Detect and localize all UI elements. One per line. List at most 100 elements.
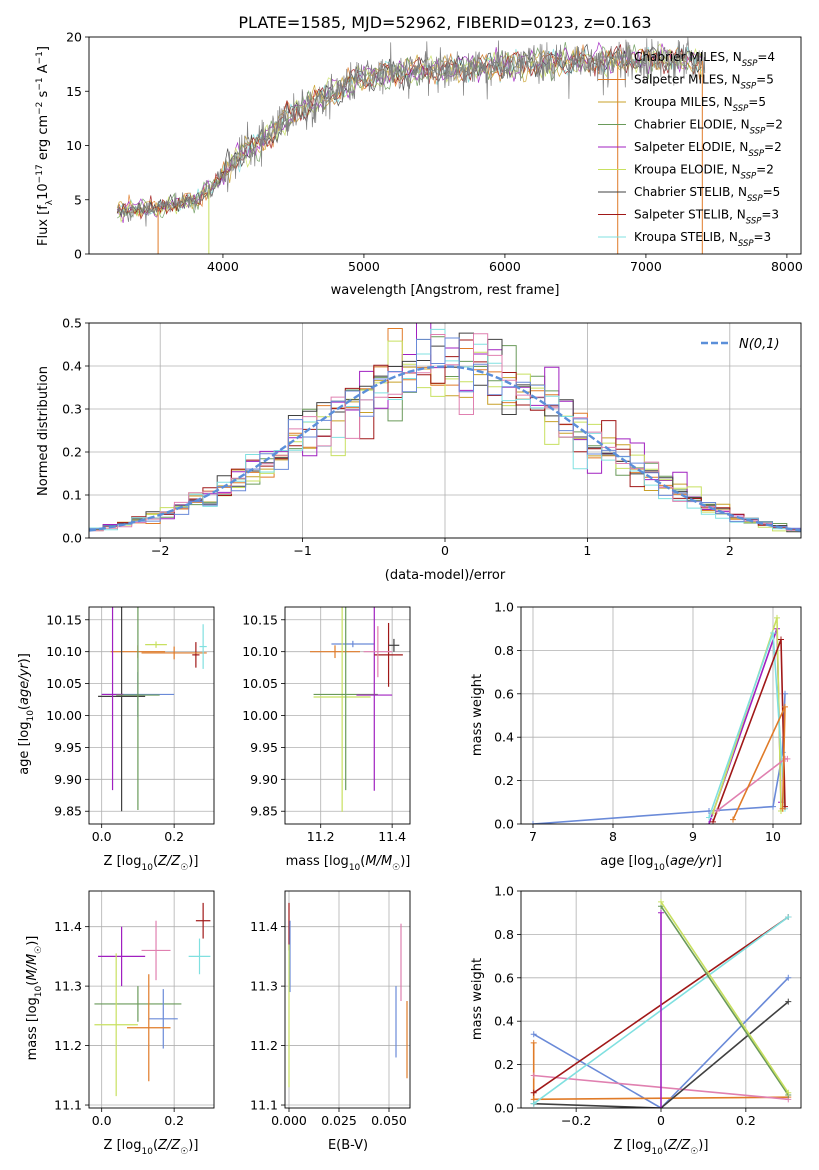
histogram-step: [89, 339, 801, 531]
panel-mass-vs-EBV: 0.000 0.025 0.050 11.1 11.2 11.3 11.4: [250, 890, 411, 1128]
x-tick-label: −2: [151, 543, 169, 558]
y-tick-label: 0.8: [494, 927, 514, 942]
x-tick-label: −1: [293, 543, 311, 558]
y-tick-label: 10.15: [242, 612, 278, 627]
mass-weight-marker: [530, 821, 536, 824]
mass-weight-marker: [530, 1039, 537, 1046]
y-tick-label: 10.10: [242, 644, 278, 659]
mass-weight-marker: [706, 821, 712, 824]
axis-label: Z [log10(Z/Z☉)]: [104, 1138, 199, 1157]
mass-weight-marker: [785, 998, 792, 1005]
mass-weight-marker: [778, 636, 784, 643]
y-tick-label: 11.3: [250, 979, 278, 994]
y-tick-label: 11.1: [250, 1098, 278, 1113]
histogram-step: [89, 337, 801, 530]
mass-weight-marker: [774, 614, 780, 621]
y-tick-label: 0.8: [494, 643, 514, 658]
x-tick-label: 7: [529, 829, 537, 844]
spectrum-data-line: [116, 37, 706, 227]
x-tick-label: 8: [609, 829, 617, 844]
mass-weight-marker: [770, 630, 776, 637]
plot-area: [116, 37, 706, 254]
y-tick-label: 11.3: [54, 979, 82, 994]
legend-label: Salpeter MILES, NSSP=5: [634, 73, 774, 92]
mass-weight-marker: [658, 898, 664, 905]
legend-label: Kroupa STELIB, NSSP=3: [634, 230, 771, 249]
mass-weight-marker: [785, 974, 792, 981]
y-axis-label: Normed distribution: [36, 366, 51, 496]
x-tick-label: 6000: [489, 259, 521, 274]
y-tick-label: 0.6: [494, 970, 514, 985]
x-tick-label: 10: [765, 829, 781, 844]
normal-curve: [89, 365, 801, 532]
y-tick-label: 0.2: [62, 445, 82, 460]
axis-label: mass [log10(M/M☉)]: [286, 854, 411, 873]
x-tick-label: 5000: [348, 259, 380, 274]
panel-residual-distribution: −2 −1 0 1 2 0.0 0.1 0.2 0.3 0.4 0.5: [62, 316, 802, 558]
mass-weight-marker: [730, 816, 736, 823]
mass-weight-line: [660, 901, 789, 1094]
x-tick-label: 4000: [207, 259, 239, 274]
y-tick-label: 9.85: [250, 804, 278, 819]
plot-area: [310, 607, 403, 812]
x-tick-label: 9: [689, 829, 697, 844]
y-tick-label: 10.10: [46, 644, 82, 659]
panel-mass-vs-Z: 0.0 0.2 11.1 11.2 11.3 11.4: [54, 890, 215, 1128]
axes-frame: [284, 606, 411, 825]
y-tick-label: 10.15: [46, 612, 82, 627]
y-tick-label: 0.0: [62, 531, 82, 546]
y-tick-label: 0: [74, 247, 82, 262]
x-tick-label: 0: [441, 543, 449, 558]
axes-frame: [88, 322, 802, 539]
x-axis-label: E(B-V): [328, 1138, 368, 1153]
x-tick-label: 0: [657, 1113, 665, 1128]
y-tick-label: 5: [74, 192, 82, 207]
x-tick-label: 0.0: [92, 829, 112, 844]
mass-weight-marker: [782, 703, 788, 710]
y-tick-label: 0.4: [62, 359, 82, 374]
legend-label: Chabrier MILES, NSSP=4: [634, 50, 775, 69]
axis-label: Z [log10(Z/Z☉)]: [104, 854, 199, 873]
legend-label: Salpeter STELIB, NSSP=3: [634, 208, 779, 227]
x-tick-label: 0.050: [371, 1113, 407, 1128]
y-tick-label: 10.00: [242, 708, 278, 723]
panel-age-vs-Z: 0.0 0.2 9.85 9.90 9.95 10.00 10.05 10.10 10.15: [46, 606, 215, 844]
y-axis-label: mass weight: [470, 674, 485, 756]
mass-weight-marker: [658, 909, 664, 916]
panel-spectrum: 4000 5000 6000 7000 8000 0 5 10 15 20: [66, 30, 803, 275]
x-axis-label: (data-model)/error: [385, 568, 506, 583]
legend-label: Salpeter ELODIE, NSSP=2: [634, 140, 782, 159]
legend-label: Kroupa MILES, NSSP=5: [634, 95, 766, 114]
axis-label: mass [log10(M/M☉)]: [25, 936, 44, 1061]
axis-label: age [log10(age/yr)]: [17, 653, 36, 775]
panel-mass-weight-vs-Z: −0.2 0 0.2 0.0 0.2 0.4 0.6 0.8 1.0: [494, 884, 802, 1128]
x-tick-label: 0.025: [321, 1113, 357, 1128]
y-tick-label: 11.2: [54, 1038, 82, 1053]
plot-area: [98, 607, 207, 812]
mass-weight-line: [533, 977, 789, 1108]
y-tick-label: 11.2: [250, 1038, 278, 1053]
legend-label: Chabrier STELIB, NSSP=5: [634, 185, 780, 204]
x-tick-label: 0.2: [164, 829, 184, 844]
mass-weight-marker: [770, 803, 776, 810]
plot-area: [89, 323, 801, 533]
y-tick-label: 0.2: [494, 773, 514, 788]
x-tick-label: 2: [726, 543, 734, 558]
mass-weight-marker: [658, 1105, 664, 1108]
plot-area: [288, 902, 408, 1088]
x-tick-label: 11.2: [307, 829, 335, 844]
spectrum-legend: Chabrier MILES, NSSP=4 Salpeter MILES, NS…: [598, 50, 783, 249]
x-tick-label: 0.2: [736, 1113, 756, 1128]
axis-label: age [log10(age/yr)]: [600, 854, 722, 873]
y-tick-label: 0.1: [62, 488, 82, 503]
axes-frame: [520, 890, 802, 1109]
y-tick-label: 0.5: [62, 316, 82, 331]
y-tick-label: 10.00: [46, 708, 82, 723]
legend-label: N(0,1): [739, 337, 780, 352]
legend-label: Chabrier ELODIE, NSSP=2: [634, 118, 783, 137]
mass-weight-marker: [779, 805, 786, 812]
y-tick-label: 15: [66, 84, 82, 99]
plot-area: [94, 902, 211, 1097]
y-tick-label: 10: [66, 138, 82, 153]
x-tick-label: 7000: [630, 259, 662, 274]
